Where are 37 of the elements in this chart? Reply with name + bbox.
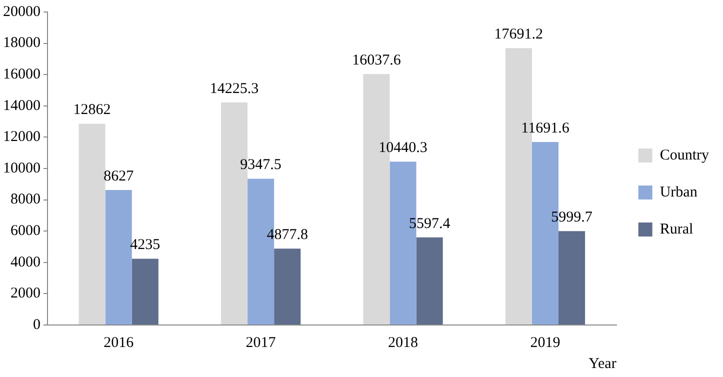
- data-label: 17691.2: [494, 26, 544, 43]
- data-label: 4877.8: [266, 227, 308, 244]
- y-tick-label: 2000: [10, 286, 40, 302]
- y-tick-label: 20000: [3, 4, 40, 20]
- data-label: 14225.3: [210, 80, 259, 97]
- y-tick-label: 14000: [3, 98, 40, 114]
- bar: [105, 190, 132, 324]
- legend-label: Rural: [660, 221, 694, 238]
- legend-label: Country: [660, 147, 710, 164]
- bar: [132, 258, 158, 324]
- data-label: 11691.6: [521, 120, 570, 136]
- data-label: 9347.5: [240, 157, 282, 174]
- data-label: 5999.7: [551, 210, 593, 226]
- y-tick-label: 8000: [10, 192, 40, 208]
- y-tick-label: 18000: [3, 35, 40, 52]
- data-label: 8627: [104, 168, 134, 184]
- y-tick-label: 16000: [3, 66, 40, 83]
- y-tick-label: 4000: [10, 254, 40, 270]
- data-label: 5597.4: [408, 216, 451, 232]
- y-tick-label: 6000: [10, 223, 40, 240]
- data-label: 4235: [130, 237, 160, 254]
- data-label: 16037.6: [352, 52, 402, 68]
- y-tick-label: 12000: [3, 129, 40, 146]
- bar: [558, 231, 586, 324]
- x-axis-title: Year: [588, 356, 616, 372]
- x-tick-label: 2017: [246, 334, 276, 351]
- y-tick-label: 10000: [3, 160, 40, 176]
- x-tick-label: 2019: [530, 334, 560, 351]
- y-tick-label: 0: [33, 316, 40, 333]
- legend-label: Urban: [660, 184, 698, 200]
- data-label: 12862: [73, 102, 111, 118]
- bar: [416, 237, 443, 324]
- bar: [274, 248, 301, 324]
- bar: [78, 124, 106, 324]
- x-tick-label: 2016: [104, 334, 134, 351]
- data-label: 10440.3: [378, 140, 428, 156]
- x-tick-label: 2018: [388, 334, 418, 351]
